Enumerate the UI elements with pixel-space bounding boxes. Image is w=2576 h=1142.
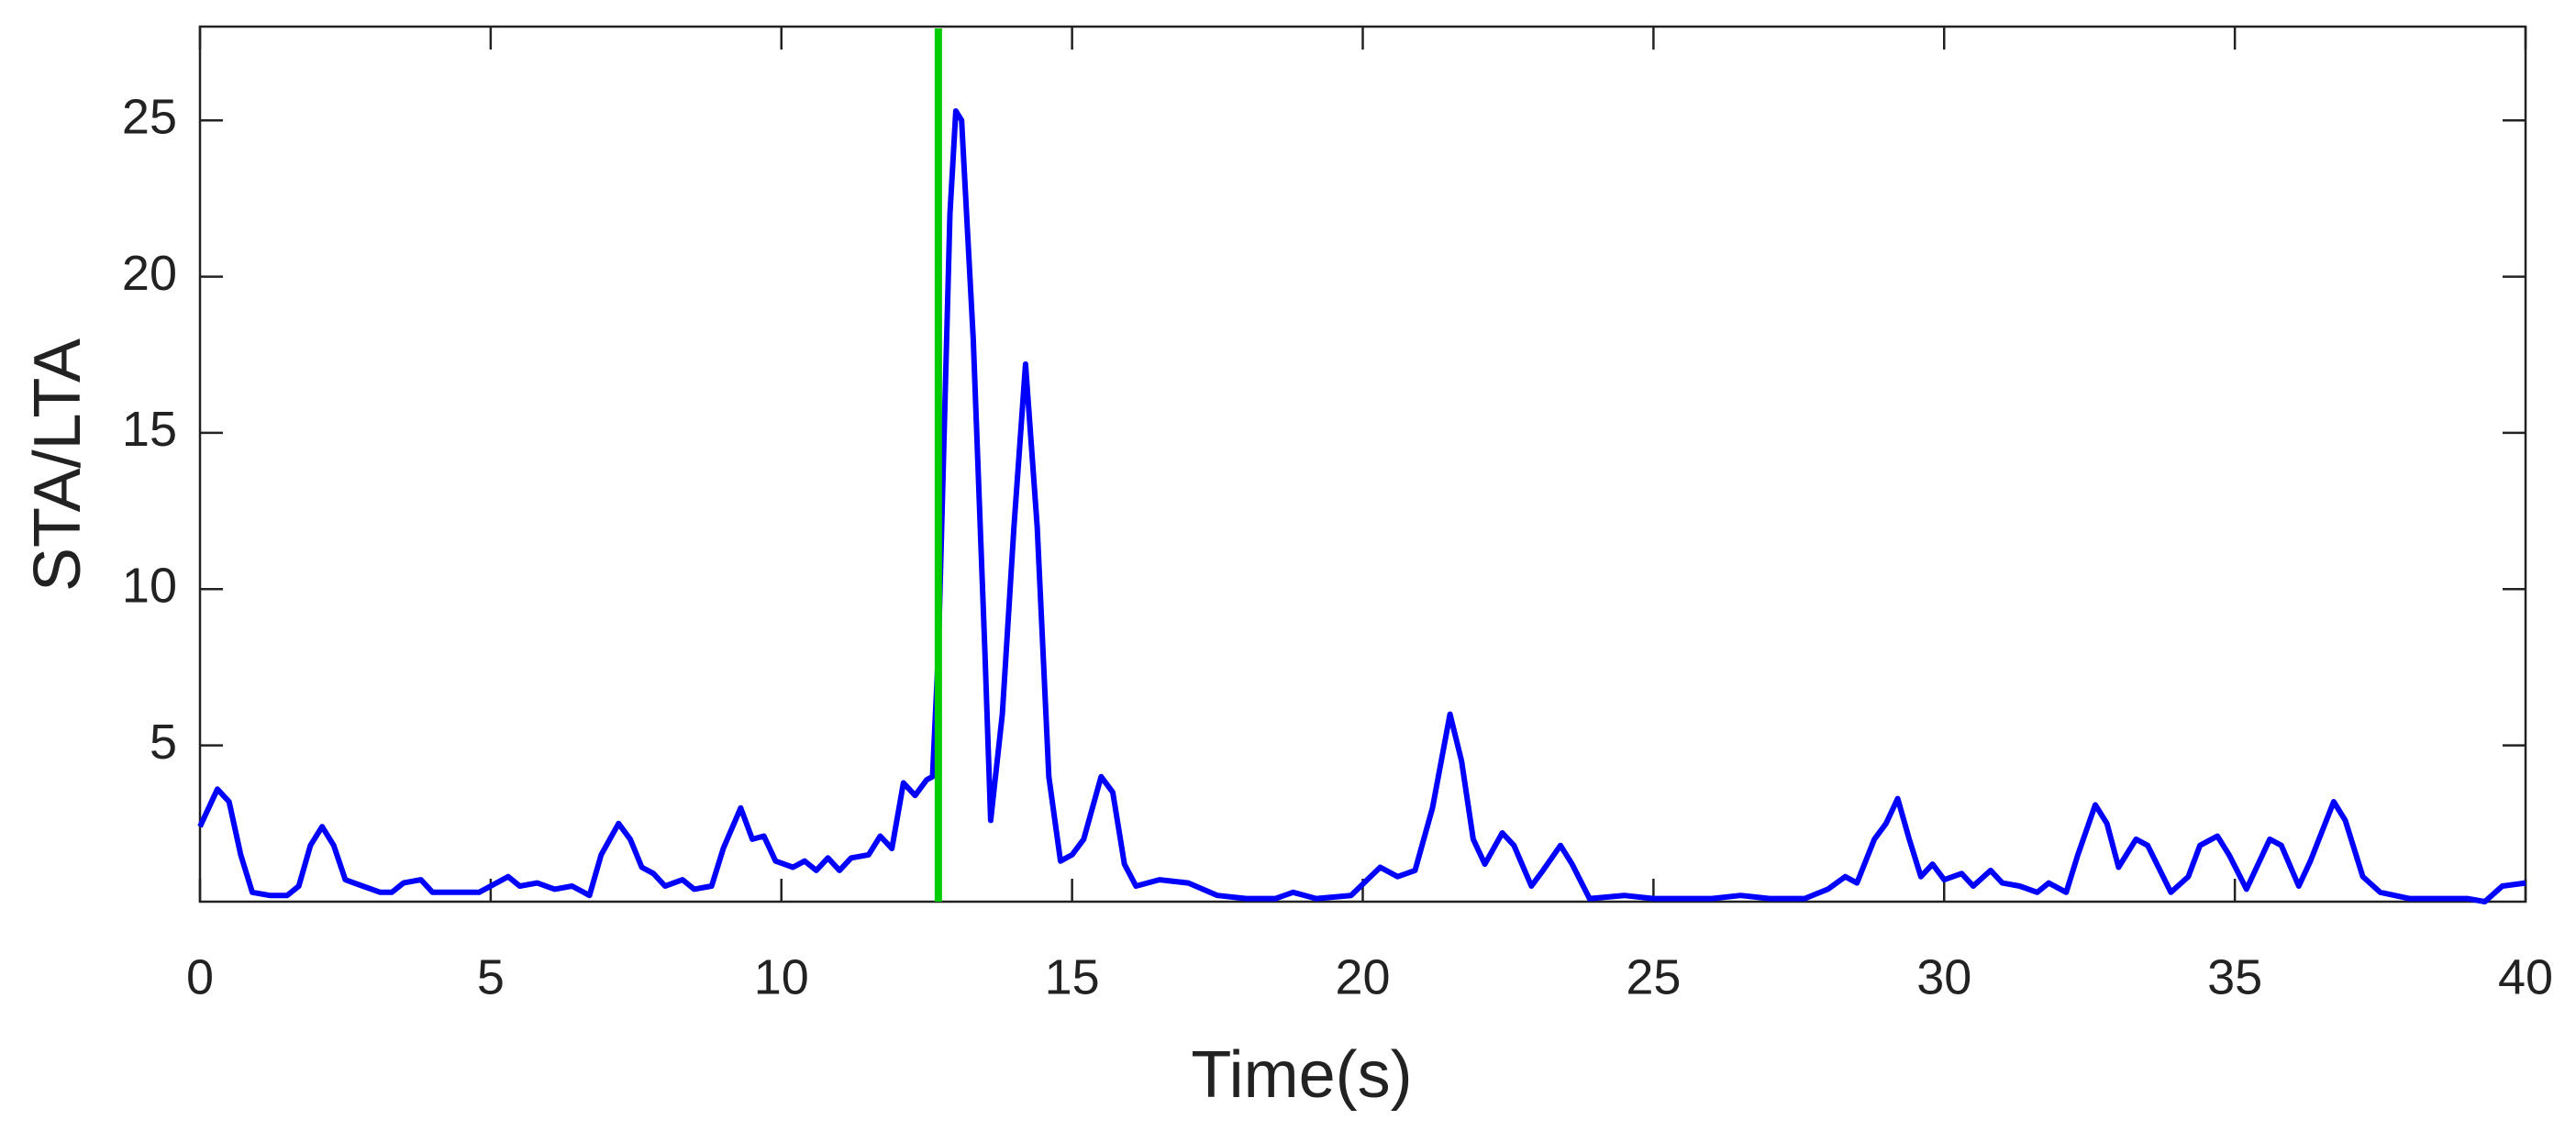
x-tick-label: 15	[1045, 949, 1100, 1004]
y-tick-label: 10	[122, 559, 177, 614]
y-tick-label: 5	[150, 715, 177, 770]
y-axis-label: STA/LTA	[21, 338, 94, 592]
x-axis-label: Time(s)	[1191, 1038, 1412, 1112]
data-line	[197, 108, 2526, 904]
y-tick-label: 25	[122, 89, 177, 144]
x-tick-label: 0	[186, 949, 214, 1004]
x-tick-label: 10	[754, 949, 809, 1004]
x-tick-label: 20	[1335, 949, 1390, 1004]
y-tick-label: 15	[122, 402, 177, 457]
x-tick-label: 5	[477, 949, 505, 1004]
x-tick-label: 35	[2207, 949, 2262, 1004]
x-tick-label: 30	[1916, 949, 1971, 1004]
y-tick-label: 20	[122, 246, 177, 301]
x-tick-label: 25	[1626, 949, 1681, 1004]
x-tick-label: 40	[2498, 949, 2553, 1004]
plot-frame	[198, 25, 2527, 904]
